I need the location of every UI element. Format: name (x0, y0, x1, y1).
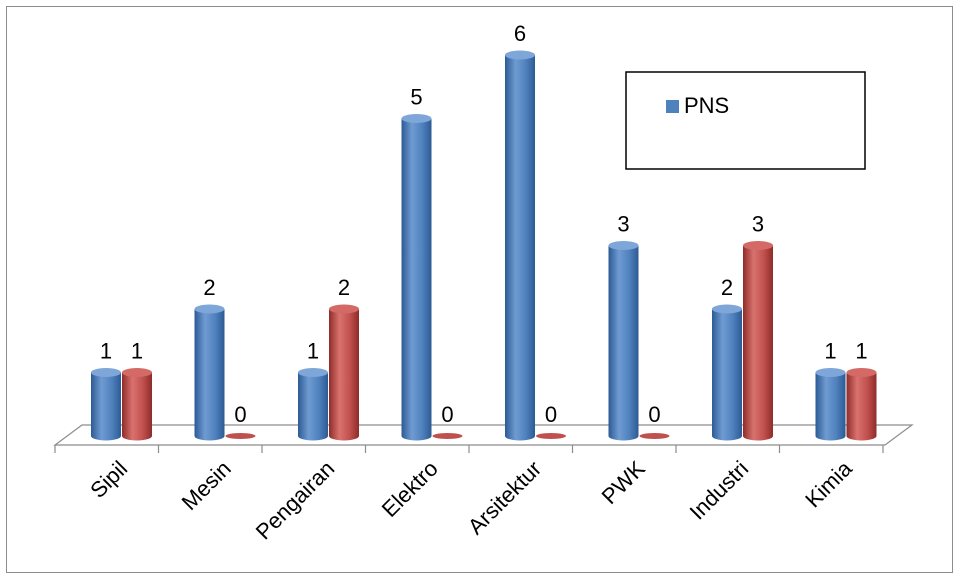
legend-label-pns: PNS (684, 93, 729, 118)
bar-industri-series1-top (712, 304, 742, 314)
bar-pengairan-series2 (329, 309, 359, 441)
data-label-pengairan-series2: 2 (338, 275, 350, 300)
bar-pengairan-series1-top (298, 368, 328, 377)
data-label-pwk-series2: 0 (648, 402, 660, 427)
bar-arsitektur-series2-zero (536, 433, 566, 439)
bar-mesin-series2-zero (225, 433, 256, 439)
bar-kimia-series2-top (846, 368, 877, 377)
data-label-sipil-series2: 1 (131, 339, 143, 364)
bar-elektro-series1 (401, 118, 432, 441)
data-label-pwk-series1: 3 (617, 212, 629, 237)
x-tick-label-industri: Industri (685, 456, 754, 525)
data-label-arsitektur-series1: 6 (514, 21, 526, 46)
data-label-elektro-series1: 5 (410, 85, 422, 110)
bar-pengairan-series1 (298, 372, 328, 441)
data-label-arsitektur-series2: 0 (545, 402, 557, 427)
x-tick-label-pengairan: Pengairan (251, 456, 340, 545)
bar-elektro-series2-zero (432, 433, 463, 439)
data-label-elektro-series2: 0 (441, 402, 453, 427)
x-tick-label-arsitektur: Arsitektur (463, 456, 546, 539)
x-tick-label-pwk: PWK (597, 456, 650, 509)
x-tick-label-elektro: Elektro (377, 456, 443, 522)
data-label-mesin-series2: 0 (234, 402, 246, 427)
x-axis-tick-labels: Sipil Mesin Pengairan Elektro Arsitektur PWK I… (85, 455, 857, 544)
bar-arsitektur-series1 (505, 55, 535, 441)
data-label-mesin-series1: 2 (203, 275, 215, 300)
data-label-industri-series1: 2 (721, 275, 733, 300)
legend-swatch (666, 100, 679, 113)
legend: PNS (625, 71, 866, 170)
bar-mesin-series1-top (194, 304, 225, 314)
x-tick-label-sipil: Sipil (85, 456, 132, 503)
bars (91, 50, 877, 441)
bar-kimia-series1 (815, 372, 846, 441)
data-label-sipil-series1: 1 (100, 339, 112, 364)
bar-sipil-series2-top (122, 368, 152, 377)
bar-kimia-series1-top (815, 368, 846, 377)
bar-industri-series2 (743, 245, 773, 441)
chart-floor (53, 424, 914, 453)
data-label-kimia-series1: 1 (824, 339, 836, 364)
chart-floor-plane (53, 424, 914, 446)
bar-kimia-series2 (846, 372, 877, 441)
bar-pwk-series1 (608, 245, 639, 441)
x-tick-label-kimia: Kimia (800, 455, 857, 512)
bar-elektro-series1-top (401, 114, 432, 123)
bar-pwk-series2-zero (639, 433, 670, 439)
bar-industri-series2-top (743, 241, 773, 250)
bar-sipil-series2 (122, 372, 152, 441)
bar-pwk-series1-top (608, 241, 639, 250)
legend-box (625, 71, 866, 170)
x-tick-label-mesin: Mesin (177, 456, 236, 515)
bar-industri-series1 (712, 309, 742, 441)
data-label-industri-series2: 3 (752, 212, 764, 237)
bar-arsitektur-series1-top (505, 50, 535, 60)
data-label-pengairan-series1: 1 (307, 339, 319, 364)
bar-sipil-series1 (91, 372, 122, 441)
bar-mesin-series1 (194, 309, 225, 441)
data-label-kimia-series2: 1 (855, 339, 867, 364)
bar-pengairan-series2-top (329, 304, 359, 314)
bar-sipil-series1-top (91, 368, 121, 377)
